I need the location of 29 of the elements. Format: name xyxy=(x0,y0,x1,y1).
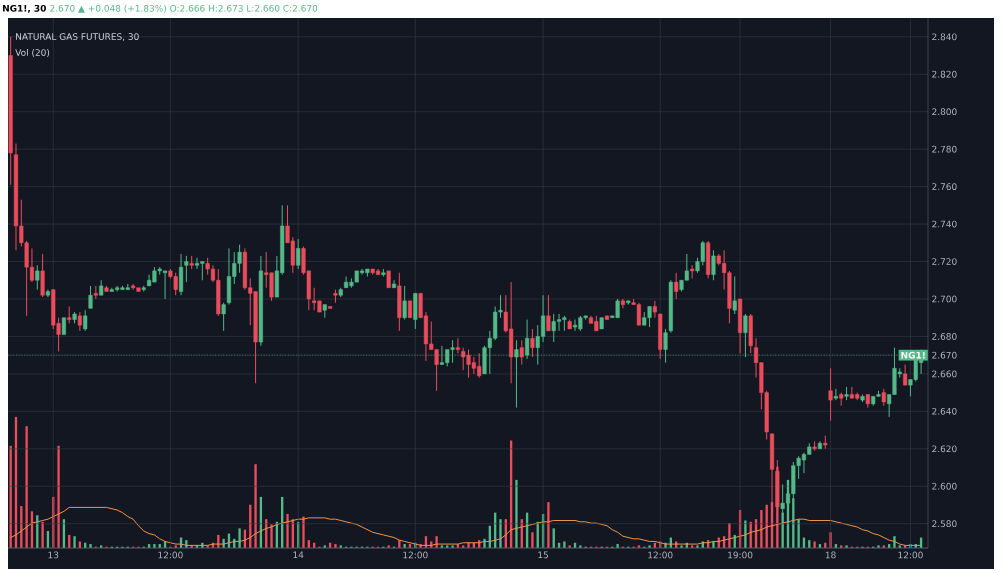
y-tick-label: 2.670 xyxy=(932,351,957,359)
y-tick-label: 2.700 xyxy=(932,295,957,303)
y-tick-label: 2.780 xyxy=(932,145,957,153)
y-tick-label: 2.720 xyxy=(932,258,957,265)
x-tick-label: 18 xyxy=(825,551,836,559)
x-tick-label: 14 xyxy=(293,551,304,559)
chart-title: NG1!, 30 xyxy=(3,4,46,13)
y-tick-label: 2.840 xyxy=(932,33,957,41)
x-tick-label: 12:00 xyxy=(403,551,428,559)
x-tick-label: 13 xyxy=(48,551,59,559)
y-tick-label: 2.760 xyxy=(932,183,957,190)
x-tick-label: 15 xyxy=(538,551,548,559)
chart-title: Vol (20) xyxy=(15,49,50,57)
y-tick-label: 2.640 xyxy=(932,407,957,415)
y-tick-label: 2.600 xyxy=(932,482,957,490)
y-tick-label: 2.580 xyxy=(932,520,957,528)
y-tick-label: 2.820 xyxy=(932,70,957,78)
ref-line-label: NG1! xyxy=(901,351,925,359)
y-tick-label: 2.740 xyxy=(932,220,957,228)
x-tick-label: 19:00 xyxy=(728,551,753,559)
y-tick-label: 2.800 xyxy=(932,108,957,116)
y-tick-label: 2.680 xyxy=(932,333,957,340)
x-tick-label: 12:00 xyxy=(648,551,673,559)
y-tick-label: 2.620 xyxy=(932,445,957,453)
y-tick-label: 2.660 xyxy=(932,370,957,378)
x-tick-label: 12:00 xyxy=(158,551,183,559)
chart-subtitle: 2.670 ▲ +0.048 (+1.83%) O:2.666 H:2.673 L:2.660 C:2.670 xyxy=(50,4,318,13)
x-tick-label: 12:00 xyxy=(898,551,923,559)
annotation: NATURAL GAS FUTURES, 30 xyxy=(16,33,139,41)
